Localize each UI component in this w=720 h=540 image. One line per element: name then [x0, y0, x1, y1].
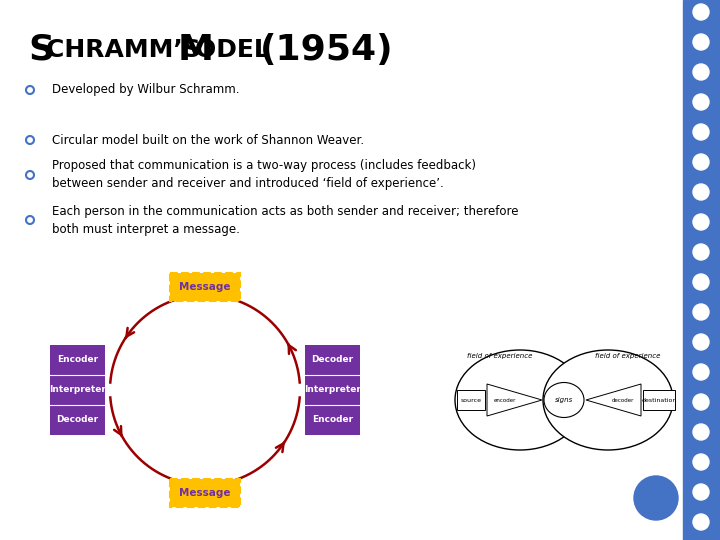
- Text: Developed by Wilbur Schramm.: Developed by Wilbur Schramm.: [52, 84, 240, 97]
- Text: CHRAMM’S: CHRAMM’S: [46, 38, 210, 62]
- Bar: [643, 390, 675, 410]
- Text: destination: destination: [642, 397, 677, 402]
- Circle shape: [693, 514, 709, 530]
- Text: Proposed that communication is a two-way process (includes feedback)
between sen: Proposed that communication is a two-way…: [52, 159, 476, 191]
- Circle shape: [693, 364, 709, 380]
- Circle shape: [693, 244, 709, 260]
- Circle shape: [693, 34, 709, 50]
- Text: field of experience: field of experience: [467, 353, 533, 359]
- Text: Interpreter: Interpreter: [49, 386, 106, 395]
- Circle shape: [693, 184, 709, 200]
- Text: signs: signs: [555, 397, 573, 403]
- Text: Message: Message: [179, 282, 230, 292]
- FancyBboxPatch shape: [170, 479, 240, 507]
- Polygon shape: [487, 384, 542, 416]
- Text: Encoder: Encoder: [312, 415, 353, 424]
- Circle shape: [693, 424, 709, 440]
- Circle shape: [693, 274, 709, 290]
- Bar: [50, 405, 105, 435]
- Circle shape: [634, 476, 678, 520]
- Text: Decoder: Decoder: [56, 415, 99, 424]
- Circle shape: [693, 334, 709, 350]
- Circle shape: [693, 214, 709, 230]
- Text: Encoder: Encoder: [57, 355, 98, 364]
- FancyBboxPatch shape: [170, 273, 240, 301]
- Bar: [305, 405, 360, 435]
- Bar: [305, 375, 360, 405]
- Bar: [305, 345, 360, 375]
- Bar: [50, 345, 105, 375]
- Text: field of experience: field of experience: [595, 353, 661, 359]
- Ellipse shape: [455, 350, 585, 450]
- Text: encoder: encoder: [494, 397, 516, 402]
- Ellipse shape: [543, 350, 673, 450]
- Text: M: M: [178, 33, 214, 67]
- Text: (1954): (1954): [260, 33, 394, 67]
- Text: S: S: [28, 33, 54, 67]
- Text: Interpreter: Interpreter: [304, 386, 361, 395]
- Polygon shape: [586, 384, 641, 416]
- Bar: [50, 375, 105, 405]
- Circle shape: [693, 394, 709, 410]
- Text: Circular model built on the work of Shannon Weaver.: Circular model built on the work of Shan…: [52, 133, 364, 146]
- Text: Decoder: Decoder: [312, 355, 354, 364]
- Bar: [457, 390, 485, 410]
- Circle shape: [693, 484, 709, 500]
- Text: ODEL: ODEL: [195, 38, 279, 62]
- Bar: [683, 0, 720, 540]
- Circle shape: [693, 454, 709, 470]
- Circle shape: [693, 94, 709, 110]
- Text: Each person in the communication acts as both sender and receiver; therefore
bot: Each person in the communication acts as…: [52, 205, 518, 235]
- Text: decoder: decoder: [611, 397, 634, 402]
- Ellipse shape: [544, 382, 584, 417]
- Circle shape: [693, 304, 709, 320]
- Text: source: source: [461, 397, 482, 402]
- Circle shape: [693, 124, 709, 140]
- Circle shape: [693, 154, 709, 170]
- Circle shape: [693, 64, 709, 80]
- Text: Message: Message: [179, 488, 230, 498]
- Circle shape: [693, 4, 709, 20]
